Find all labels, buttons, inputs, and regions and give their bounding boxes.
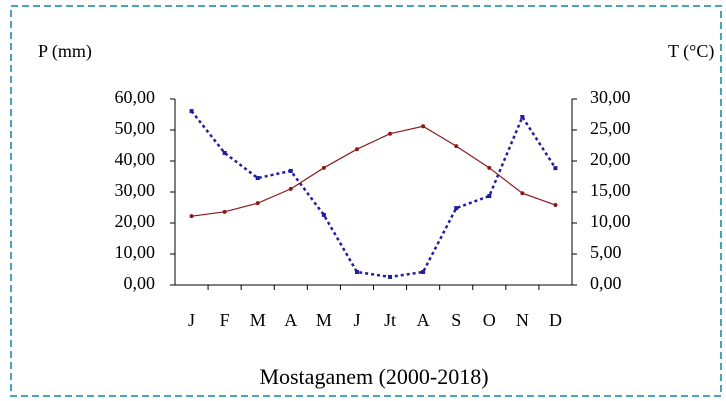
- y2-tick-label: 25,00: [590, 118, 631, 138]
- y2-tick-label: 30,00: [590, 87, 631, 107]
- point: [487, 194, 492, 199]
- x-tick-label: J: [188, 310, 195, 330]
- x-tick-label: O: [483, 310, 496, 330]
- x-tick-label: A: [417, 310, 430, 330]
- point: [321, 165, 326, 170]
- point: [321, 212, 326, 217]
- y-tick-label: 10,00: [115, 242, 156, 262]
- x-tick-label: S: [451, 310, 461, 330]
- y2-axis-label: T (°C): [668, 41, 714, 62]
- point: [520, 191, 525, 196]
- point: [388, 131, 393, 136]
- x-tick-label: M: [250, 310, 266, 330]
- point: [421, 269, 426, 274]
- chart-title: Mostaganem (2000-2018): [259, 364, 488, 389]
- series-line: [190, 110, 557, 279]
- point: [189, 214, 194, 219]
- y2-tick-label: 15,00: [590, 180, 631, 200]
- y-axis-label: P (mm): [38, 41, 92, 62]
- point: [354, 269, 359, 274]
- y-tick-label: 60,00: [115, 87, 156, 107]
- point: [354, 147, 359, 152]
- point: [255, 176, 260, 181]
- y-tick-label: 20,00: [115, 211, 156, 231]
- point: [487, 165, 492, 170]
- point: [222, 150, 227, 155]
- x-tick-label: N: [516, 310, 529, 330]
- x-tick-label: A: [284, 310, 297, 330]
- point: [454, 206, 459, 211]
- point: [454, 144, 459, 149]
- x-tick-label: Jt: [384, 310, 396, 330]
- y2-tick-label: 20,00: [590, 149, 631, 169]
- x-tick-label: M: [316, 310, 332, 330]
- point: [288, 186, 293, 191]
- point: [189, 109, 194, 114]
- point: [520, 114, 525, 119]
- y2-tick-label: 10,00: [590, 211, 631, 231]
- point: [553, 166, 558, 171]
- point: [288, 168, 293, 173]
- y2-tick-label: 0,00: [590, 273, 622, 293]
- y-tick-label: 30,00: [115, 180, 156, 200]
- point: [255, 201, 260, 206]
- frame: [10, 5, 722, 397]
- x-tick-label: J: [353, 310, 360, 330]
- y-tick-label: 50,00: [115, 118, 156, 138]
- point: [421, 124, 426, 129]
- y2-tick-label: 5,00: [590, 242, 622, 262]
- point: [222, 209, 227, 214]
- x-tick-label: F: [220, 310, 230, 330]
- x-tick-label: D: [549, 310, 562, 330]
- series-line: [191, 125, 556, 217]
- point: [388, 274, 393, 279]
- point: [553, 203, 558, 208]
- y-tick-label: 40,00: [115, 149, 156, 169]
- y-tick-label: 0,00: [124, 273, 156, 293]
